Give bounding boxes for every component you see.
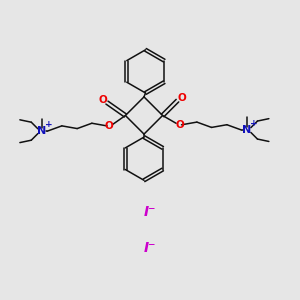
Text: O: O — [104, 121, 113, 131]
Text: +: + — [250, 119, 257, 128]
Text: O: O — [177, 93, 186, 103]
Text: O: O — [176, 120, 185, 130]
Text: I⁻: I⁻ — [144, 241, 156, 254]
Text: N: N — [37, 126, 46, 136]
Text: I⁻: I⁻ — [144, 205, 156, 218]
Text: N: N — [242, 125, 252, 135]
Text: O: O — [98, 95, 107, 105]
Text: +: + — [45, 120, 52, 129]
